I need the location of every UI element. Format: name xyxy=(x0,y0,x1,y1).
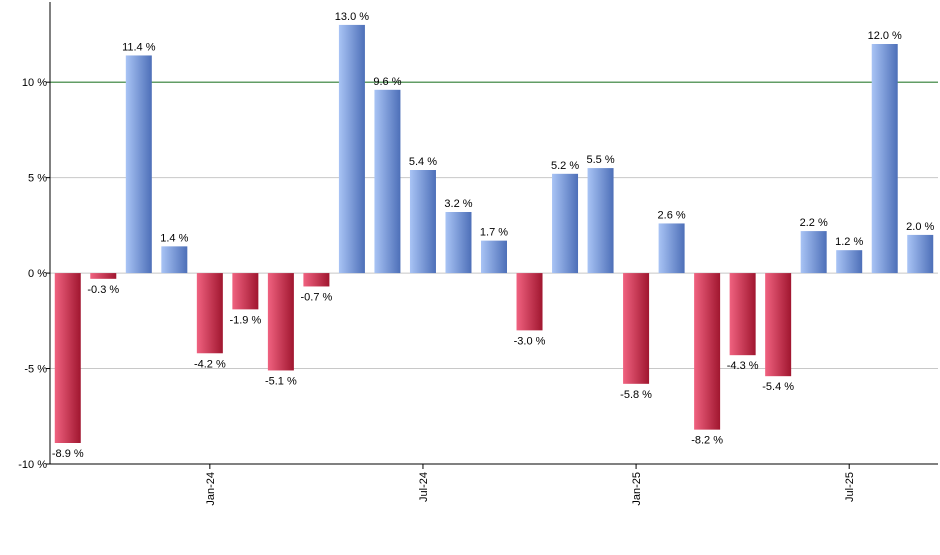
bar xyxy=(516,273,543,331)
data-label: 5.5 % xyxy=(586,154,614,166)
data-label: -0.7 % xyxy=(301,291,333,303)
bar xyxy=(90,273,117,279)
data-label: -3.0 % xyxy=(514,335,546,347)
bar xyxy=(694,273,721,430)
bar xyxy=(800,231,827,274)
bar xyxy=(267,273,294,371)
bar xyxy=(196,273,223,354)
y-tick-label: 0 % xyxy=(28,268,47,280)
x-tick-label: Jul-24 xyxy=(418,472,430,502)
data-label: -5.8 % xyxy=(620,389,652,401)
data-label: 1.4 % xyxy=(160,232,188,244)
data-label: -5.4 % xyxy=(762,381,794,393)
bar xyxy=(729,273,756,356)
bar xyxy=(232,273,259,310)
data-label: 11.4 % xyxy=(122,41,156,53)
data-label: 12.0 % xyxy=(868,30,902,42)
bar xyxy=(303,273,330,287)
data-label: -8.2 % xyxy=(691,435,723,447)
data-label: -0.3 % xyxy=(87,284,119,296)
y-tick-label: 5 % xyxy=(28,173,47,185)
bars xyxy=(54,24,934,443)
data-label: 2.6 % xyxy=(658,209,686,221)
bar xyxy=(374,89,401,274)
bar xyxy=(836,250,863,274)
data-label: 13.0 % xyxy=(335,11,369,23)
bar xyxy=(623,273,650,384)
bar xyxy=(445,212,472,274)
y-tick-label: -5 % xyxy=(24,364,47,376)
bar xyxy=(481,240,507,274)
bar xyxy=(552,173,579,274)
data-label: -8.9 % xyxy=(52,448,84,460)
data-label: -5.1 % xyxy=(265,375,297,387)
data-label: 3.2 % xyxy=(444,198,472,210)
data-label: 5.2 % xyxy=(551,160,579,172)
bar xyxy=(54,273,81,443)
bar xyxy=(125,55,152,274)
data-label: 1.7 % xyxy=(480,227,508,239)
y-tick-label: 10 % xyxy=(22,77,47,89)
data-labels: -8.9 % -0.3 % 11.4 % 1.4 % -4.2 % -1.9 % -5.1 … xyxy=(52,11,935,460)
bar xyxy=(871,44,898,274)
data-label: 2.0 % xyxy=(906,221,934,233)
data-label: 9.6 % xyxy=(373,76,401,88)
bar xyxy=(161,246,188,274)
bar xyxy=(338,24,365,274)
data-label: 2.2 % xyxy=(800,217,828,229)
bar xyxy=(658,223,685,274)
x-tick-label: Jan-24 xyxy=(205,472,217,506)
x-tick-label: Jul-25 xyxy=(844,472,856,502)
data-label: -4.2 % xyxy=(194,358,226,370)
bar xyxy=(587,168,614,274)
bar xyxy=(409,170,436,274)
data-label: 5.4 % xyxy=(409,156,437,168)
bar xyxy=(907,234,934,274)
bar xyxy=(765,273,792,377)
y-tick-label: -10 % xyxy=(18,459,47,471)
data-label: -1.9 % xyxy=(229,314,261,326)
x-tick-label: Jan-25 xyxy=(631,472,643,506)
data-label: 1.2 % xyxy=(835,236,863,248)
axes: -10 % -5 % 0 % 5 % 10 % Jan-24 Jul-24 Jan-25 Jul… xyxy=(18,2,938,506)
data-label: -4.3 % xyxy=(727,360,759,372)
